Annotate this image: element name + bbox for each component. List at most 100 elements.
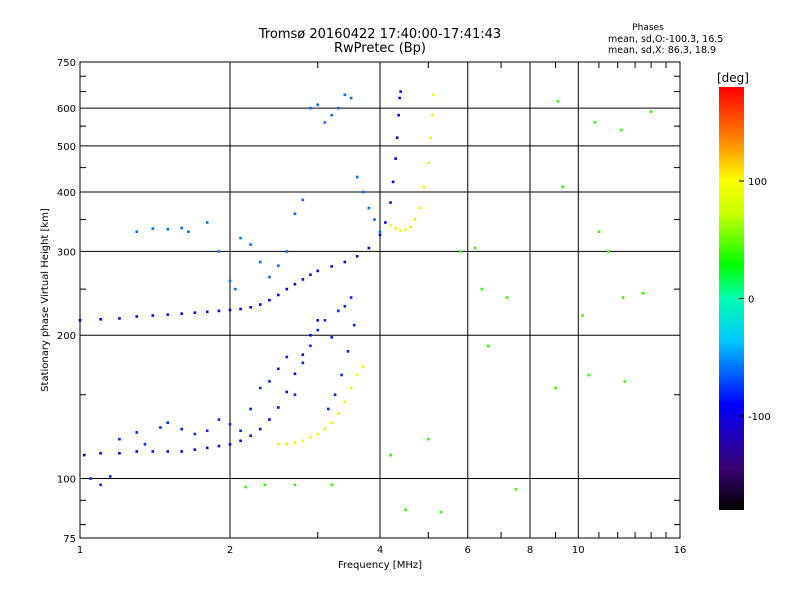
data-point	[205, 310, 209, 314]
data-point	[330, 421, 334, 425]
data-point	[394, 227, 397, 230]
data-point	[193, 432, 197, 436]
phase-stats-title: Phases	[632, 23, 664, 33]
data-point	[398, 96, 401, 100]
data-point	[422, 185, 426, 189]
data-point	[205, 221, 209, 224]
y-tick-label: 750	[57, 58, 76, 69]
y-tick-label: 600	[57, 104, 76, 115]
data-point	[293, 483, 297, 487]
data-point	[293, 441, 297, 444]
y-tick-label: 100	[57, 475, 76, 486]
data-point	[276, 293, 280, 297]
data-point	[597, 230, 601, 234]
data-point	[431, 113, 434, 117]
data-point	[217, 309, 221, 313]
data-point	[187, 230, 190, 234]
data-point	[343, 400, 347, 404]
data-point	[413, 218, 417, 221]
data-point	[217, 418, 221, 421]
data-point	[343, 260, 347, 264]
data-point	[285, 390, 289, 394]
data-point	[343, 305, 347, 308]
data-point	[268, 275, 271, 279]
data-point	[309, 273, 312, 277]
data-point	[361, 365, 365, 368]
data-point	[352, 323, 356, 327]
data-point	[268, 418, 271, 421]
data-point	[323, 427, 327, 431]
data-point	[258, 303, 262, 306]
y-tick-label: 500	[57, 142, 76, 153]
y-tick-label: 200	[57, 331, 76, 342]
data-point	[439, 510, 443, 514]
data-point	[151, 227, 155, 230]
data-point	[316, 432, 320, 436]
data-point	[118, 437, 121, 441]
data-point	[99, 451, 102, 455]
data-point	[487, 344, 490, 348]
data-point	[78, 318, 82, 322]
data-point	[309, 106, 312, 110]
data-point	[193, 448, 197, 451]
colorbar-tick-label: 0	[748, 295, 754, 306]
data-point	[367, 206, 371, 210]
data-point	[395, 136, 399, 140]
data-point	[429, 136, 432, 140]
data-point	[217, 444, 221, 448]
data-point	[316, 328, 320, 332]
y-axis-label: Stationary phase Virtual Height [km]	[40, 208, 51, 392]
chart-title: Tromsø 20160422 17:40:00-17:41:43	[258, 27, 501, 42]
y-tick-label: 400	[57, 188, 76, 199]
data-point	[143, 443, 147, 446]
data-point	[228, 443, 232, 446]
data-point	[355, 373, 359, 377]
data-point	[82, 453, 86, 457]
data-point	[343, 93, 347, 97]
data-point	[649, 110, 653, 113]
data-point	[309, 333, 312, 337]
data-point	[166, 227, 170, 231]
data-point	[349, 96, 353, 100]
data-point	[316, 103, 320, 107]
data-point	[166, 421, 170, 425]
data-point	[258, 427, 262, 431]
data-point	[641, 291, 645, 295]
data-point	[301, 361, 305, 365]
data-point	[316, 269, 320, 273]
data-point	[404, 228, 407, 232]
data-point	[89, 477, 92, 480]
data-point	[432, 93, 435, 97]
data-point	[228, 308, 232, 312]
data-point	[309, 344, 312, 348]
data-point	[394, 157, 397, 160]
data-point	[587, 373, 591, 377]
data-point	[217, 250, 221, 253]
data-point	[258, 386, 262, 390]
data-point	[378, 233, 382, 237]
colorbar-label: [deg]	[717, 71, 749, 85]
data-point	[249, 243, 252, 246]
x-tick-label: 6	[465, 545, 471, 556]
phase-stats-x: mean, sd,X: 86.3, 18.9	[608, 45, 716, 56]
data-point	[285, 250, 289, 253]
data-point	[373, 218, 376, 221]
data-point	[581, 314, 584, 317]
data-point	[346, 350, 350, 353]
data-point	[249, 305, 252, 309]
data-point	[408, 225, 412, 229]
data-point	[561, 185, 564, 189]
data-point	[301, 439, 305, 443]
data-point	[378, 230, 382, 234]
data-point	[426, 437, 430, 441]
data-point	[228, 279, 232, 283]
data-point	[505, 296, 509, 299]
data-point	[293, 282, 297, 286]
data-point	[514, 487, 518, 491]
plot-area: 1 2 4 6 8 10 16 75 100 200 300 400 500 600 750	[57, 58, 686, 556]
data-point	[556, 100, 560, 103]
data-point	[397, 113, 400, 117]
data-point	[623, 380, 627, 383]
data-point	[330, 336, 334, 339]
